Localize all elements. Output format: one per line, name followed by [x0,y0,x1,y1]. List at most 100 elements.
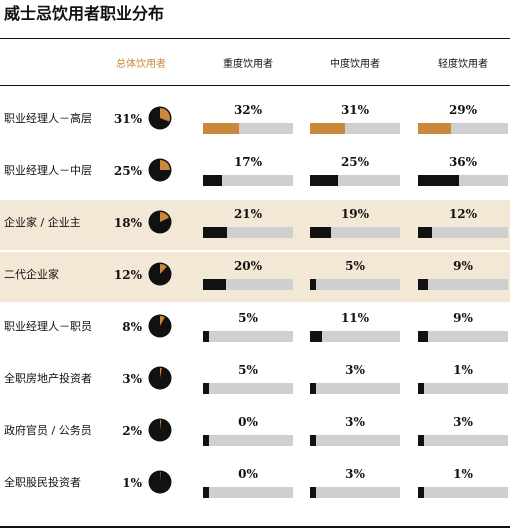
bar-track [310,279,400,290]
table-row: 职业经理人－职员 8% 5% 11% 9% [0,304,510,354]
column-value: 3% [453,415,473,429]
bar-fill [203,123,239,134]
column-value: 1% [453,363,473,377]
total-pie [148,262,172,286]
row-label: 职业经理人－职员 [4,320,92,333]
table-row: 政府官员 / 公务员 2% 0% 3% 3% [0,408,510,458]
bar-fill [203,331,209,342]
bar-fill [310,279,316,290]
bar-track [310,331,400,342]
bar-fill [203,279,226,290]
row-label: 政府官员 / 公务员 [4,424,92,437]
bar-track [310,123,400,134]
table-row: 全职股民投资者 1% 0% 3% 1% [0,460,510,510]
bar-track [310,175,400,186]
pie-slice [160,160,170,170]
bar-track [310,227,400,238]
header-light: 轻度饮用者 [438,59,488,70]
column-value: 20% [233,259,263,273]
bar-fill [203,435,209,446]
header-medium: 中度饮用者 [330,59,380,70]
column-value: 31% [340,103,370,117]
column-value: 36% [448,155,478,169]
column-value: 19% [340,207,370,221]
chart-title: 威士忌饮用者职业分布 [4,4,165,23]
pie-slice [160,316,165,326]
table-row: 职业经理人－中层 25% 17% 25% 36% [0,148,510,198]
column-value: 3% [345,415,365,429]
column-value: 21% [233,207,263,221]
total-pie [148,106,172,130]
column-value: 9% [453,259,473,273]
column-value: 9% [453,311,473,325]
total-pie [148,470,172,494]
bar-fill [203,383,209,394]
pie-slice [160,472,161,482]
pie-slice [160,264,167,274]
bar-track [203,123,293,134]
bar-track [310,487,400,498]
column-value: 3% [345,467,365,481]
bar-fill [418,227,432,238]
column-value: 0% [238,467,258,481]
bar-fill [203,175,222,186]
bar-track [203,383,293,394]
table-row: 职业经理人－高层 31% 32% 31% 29% [0,96,510,146]
bar-fill [418,487,424,498]
total-pie [148,418,172,442]
row-label: 全职股民投资者 [4,476,81,489]
column-value: 0% [238,415,258,429]
pie-slice [160,212,170,222]
total-pie [148,210,172,234]
column-value: 32% [233,103,263,117]
bar-fill [203,487,209,498]
row-label: 职业经理人－中层 [4,164,92,177]
header-heavy: 重度饮用者 [223,59,273,70]
bar-fill [310,123,345,134]
row-label: 二代企业家 [4,268,59,281]
row-label: 企业家 / 企业主 [4,216,81,229]
bar-fill [310,435,316,446]
bar-fill [310,227,331,238]
total-percent: 1% [122,476,142,490]
column-value: 5% [238,311,258,325]
header-rule [0,85,510,86]
pie-slice [160,368,162,378]
header-total: 总体饮用者 [116,59,166,70]
bottom-rule [0,526,510,528]
total-percent: 31% [113,112,142,126]
bar-track [203,227,293,238]
total-pie [148,314,172,338]
column-value: 1% [453,467,473,481]
bar-fill [203,227,227,238]
bar-track [418,175,508,186]
bar-track [418,279,508,290]
table-row: 全职房地产投资者 3% 5% 3% 1% [0,356,510,406]
column-value: 5% [238,363,258,377]
column-value: 25% [340,155,370,169]
total-percent: 18% [113,216,142,230]
column-value: 5% [345,259,365,273]
top-rule [0,38,510,39]
total-pie [148,366,172,390]
total-percent: 2% [122,424,142,438]
bar-fill [310,331,322,342]
row-label: 职业经理人－高层 [4,112,92,125]
bar-track [418,435,508,446]
bar-track [203,175,293,186]
bar-fill [310,487,316,498]
table-row: 企业家 / 企业主 18% 21% 19% 12% [0,200,510,250]
total-percent: 3% [122,372,142,386]
bar-track [203,279,293,290]
column-value: 29% [448,103,478,117]
bar-fill [418,175,459,186]
bar-fill [418,279,428,290]
table-row: 二代企业家 12% 20% 5% 9% [0,252,510,302]
pie-slice [160,108,171,122]
bar-track [203,487,293,498]
bar-track [418,487,508,498]
bar-track [310,383,400,394]
bar-track [203,331,293,342]
column-value: 12% [448,207,478,221]
total-percent: 25% [113,164,142,178]
